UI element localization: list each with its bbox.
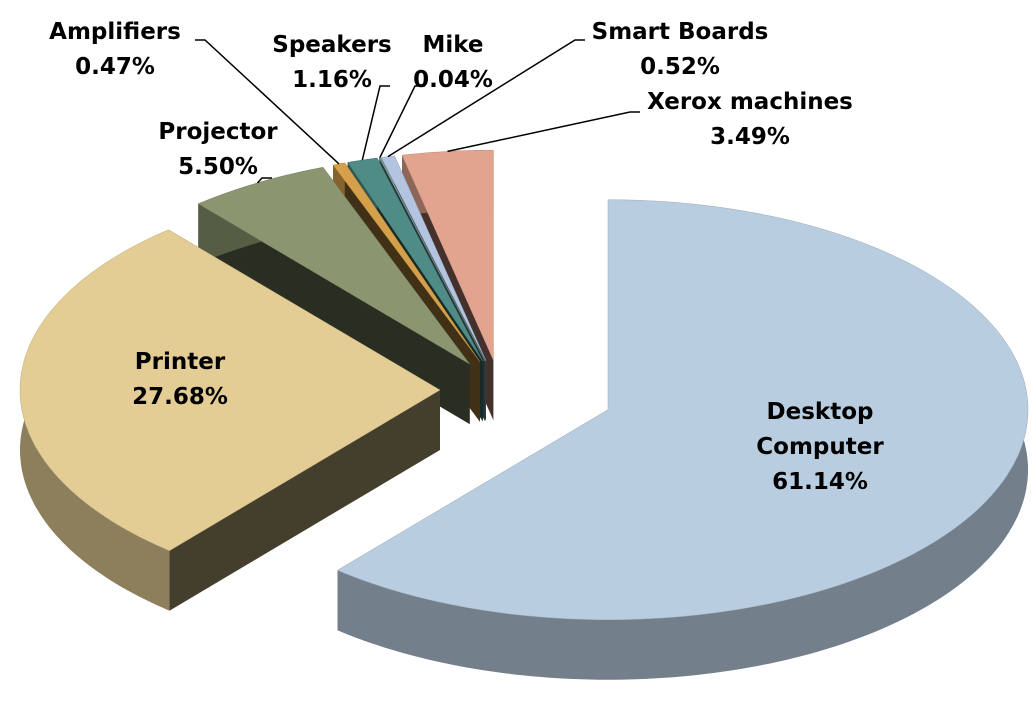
slice-label: Printer 27.68%	[132, 345, 228, 415]
slice-name: Projector	[158, 119, 278, 145]
leader-line	[379, 85, 425, 159]
slice-label: Projector 5.50%	[158, 115, 277, 185]
slice-value: 1.16%	[292, 67, 372, 93]
slice-label: Desktop Computer 61.14%	[720, 395, 920, 500]
slice-value: 0.04%	[413, 67, 493, 93]
slice-label: Speakers 1.16%	[272, 28, 391, 98]
leader-line	[387, 39, 585, 158]
slice-value: 5.50%	[178, 154, 258, 180]
slice-value: 3.49%	[710, 124, 790, 150]
slice-value: 61.14%	[772, 469, 868, 495]
slice-name: Speakers	[272, 32, 392, 58]
slice-label: Xerox machines 3.49%	[647, 85, 853, 155]
leader-line	[361, 85, 390, 161]
pie-slice	[336, 199, 1029, 680]
slice-side	[337, 199, 1028, 680]
slice-value: 27.68%	[132, 384, 228, 410]
slice-name: Mike	[422, 32, 484, 58]
slice-label: Mike 0.04%	[413, 28, 493, 98]
slice-label: Smart Boards 0.52%	[592, 15, 769, 85]
slice-value: 0.47%	[75, 54, 155, 80]
leader-line	[256, 177, 272, 184]
leader-line	[195, 39, 340, 165]
pie-slice	[19, 229, 441, 611]
slice-label: Amplifiers 0.47%	[49, 15, 181, 85]
slice-top	[336, 199, 1029, 620]
slice-name: Amplifiers	[49, 19, 181, 45]
slice-name: Smart Boards	[591, 19, 769, 45]
slice-wall	[169, 390, 440, 611]
slice-top	[19, 229, 441, 551]
slice-top	[401, 149, 494, 361]
slice-name: Desktop Computer	[756, 399, 884, 460]
slice-name: Printer	[134, 349, 226, 375]
leader-line	[447, 111, 640, 153]
slice-name: Xerox machines	[647, 89, 853, 115]
slice-value: 0.52%	[640, 54, 720, 80]
